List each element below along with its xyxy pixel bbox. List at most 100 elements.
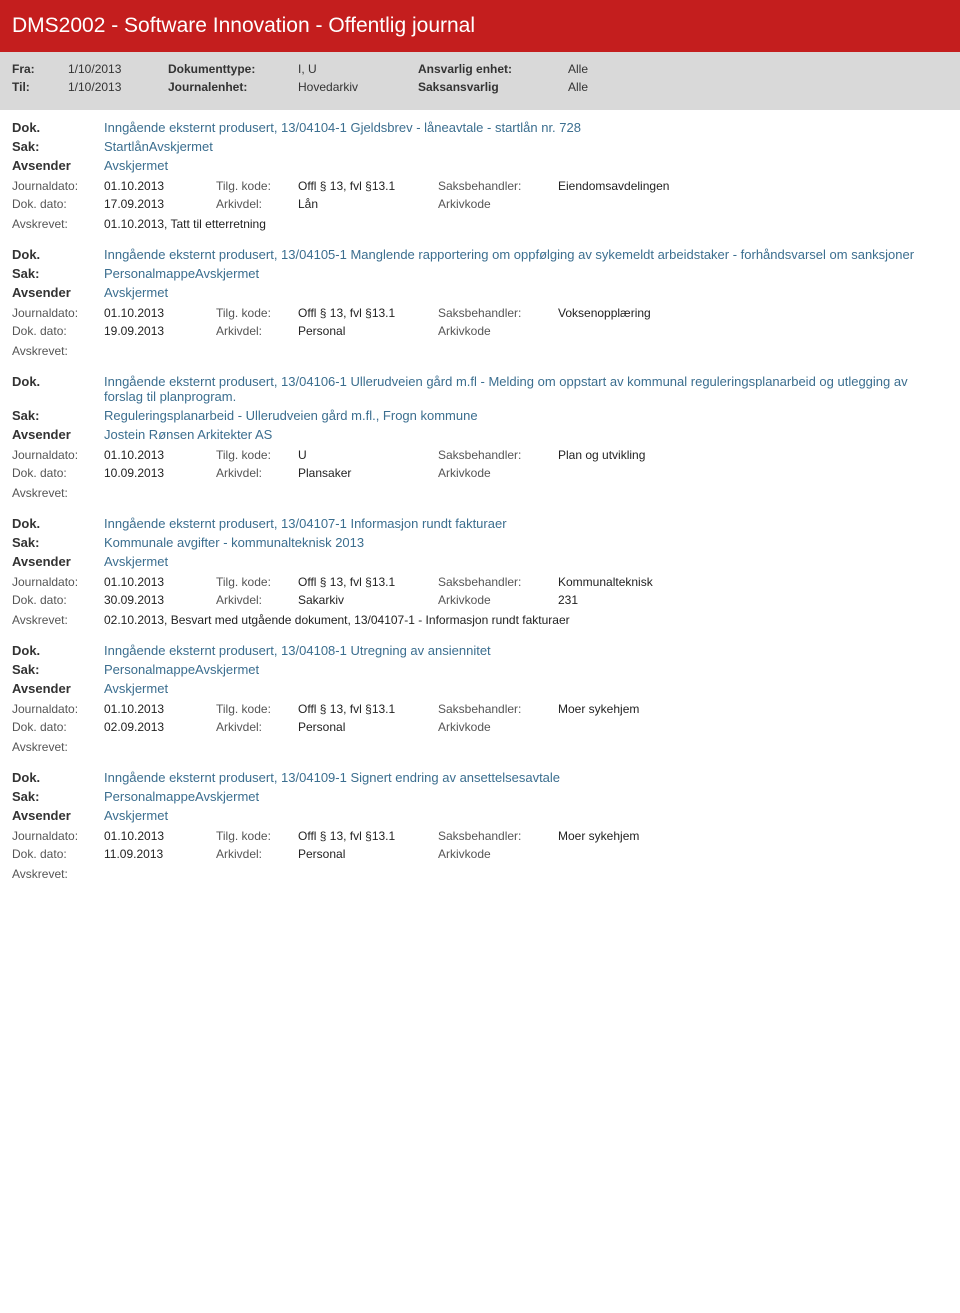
avsender-label: Avsender — [12, 285, 104, 300]
tilgkode-label: Tilg. kode: — [216, 702, 298, 716]
avskrevet-value: 01.10.2013, Tatt til etterretning — [104, 217, 948, 231]
filter-fra-value: 1/10/2013 — [68, 62, 168, 76]
dok-value: Inngående eksternt produsert, 13/04105-1… — [104, 247, 948, 262]
avskrevet-value — [104, 486, 948, 500]
filter-til-value: 1/10/2013 — [68, 80, 168, 94]
avsender-label: Avsender — [12, 427, 104, 442]
journaldato-label: Journaldato: — [12, 306, 104, 320]
journaldato-value: 01.10.2013 — [104, 448, 216, 462]
dok-value: Inngående eksternt produsert, 13/04108-1… — [104, 643, 948, 658]
arkivkode-value — [558, 197, 948, 211]
tilgkode-value: Offl § 13, fvl §13.1 — [298, 306, 438, 320]
dokdato-value: 19.09.2013 — [104, 324, 216, 338]
entries-list: Dok. Inngående eksternt produsert, 13/04… — [0, 110, 960, 887]
tilgkode-label: Tilg. kode: — [216, 448, 298, 462]
arkivkode-label: Arkivkode — [438, 847, 558, 861]
avsender-value: Avskjermet — [104, 158, 948, 173]
avsender-value: Avskjermet — [104, 554, 948, 569]
dok-label: Dok. — [12, 770, 104, 785]
saksbehandler-label: Saksbehandler: — [438, 179, 558, 193]
saksbehandler-value: Voksenopplæring — [558, 306, 948, 320]
journaldato-value: 01.10.2013 — [104, 575, 216, 589]
dok-value: Inngående eksternt produsert, 13/04104-1… — [104, 120, 948, 135]
dokdato-label: Dok. dato: — [12, 197, 104, 211]
journaldato-value: 01.10.2013 — [104, 306, 216, 320]
filter-row-1: Fra: 1/10/2013 Dokumenttype: I, U Ansvar… — [12, 62, 948, 76]
avskrevet-value — [104, 740, 948, 754]
dokdato-value: 30.09.2013 — [104, 593, 216, 607]
avskrevet-value — [104, 344, 948, 358]
avskrevet-value — [104, 867, 948, 881]
avskrevet-label: Avskrevet: — [12, 344, 104, 358]
arkivkode-value — [558, 466, 948, 480]
saksbehandler-value: Plan og utvikling — [558, 448, 948, 462]
sak-label: Sak: — [12, 266, 104, 281]
saksbehandler-value: Kommunalteknisk — [558, 575, 948, 589]
saksbehandler-label: Saksbehandler: — [438, 448, 558, 462]
filter-journalenhet-label: Journalenhet: — [168, 80, 298, 94]
filter-saksansvarlig-label: Saksansvarlig — [418, 80, 568, 94]
sak-value: Kommunale avgifter - kommunalteknisk 201… — [104, 535, 948, 550]
dok-label: Dok. — [12, 643, 104, 658]
arkivdel-label: Arkivdel: — [216, 847, 298, 861]
dokdato-value: 11.09.2013 — [104, 847, 216, 861]
filter-ansvarlig-label: Ansvarlig enhet: — [418, 62, 568, 76]
tilgkode-value: Offl § 13, fvl §13.1 — [298, 575, 438, 589]
filter-saksansvarlig-value: Alle — [568, 80, 588, 94]
filter-fra-label: Fra: — [12, 62, 68, 76]
arkivkode-value — [558, 847, 948, 861]
journal-entry: Dok. Inngående eksternt produsert, 13/04… — [0, 506, 960, 633]
avsender-label: Avsender — [12, 681, 104, 696]
saksbehandler-label: Saksbehandler: — [438, 306, 558, 320]
avskrevet-label: Avskrevet: — [12, 740, 104, 754]
arkivkode-value: 231 — [558, 593, 948, 607]
arkivdel-label: Arkivdel: — [216, 466, 298, 480]
filter-row-2: Til: 1/10/2013 Journalenhet: Hovedarkiv … — [12, 80, 948, 94]
tilgkode-value: Offl § 13, fvl §13.1 — [298, 702, 438, 716]
tilgkode-value: Offl § 13, fvl §13.1 — [298, 829, 438, 843]
arkivdel-value: Personal — [298, 847, 438, 861]
dok-value: Inngående eksternt produsert, 13/04109-1… — [104, 770, 948, 785]
journaldato-label: Journaldato: — [12, 829, 104, 843]
arkivkode-value — [558, 324, 948, 338]
sak-value: PersonalmappeAvskjermet — [104, 789, 948, 804]
filter-ansvarlig-value: Alle — [568, 62, 588, 76]
dokdato-label: Dok. dato: — [12, 847, 104, 861]
sak-label: Sak: — [12, 789, 104, 804]
saksbehandler-value: Eiendomsavdelingen — [558, 179, 948, 193]
tilgkode-label: Tilg. kode: — [216, 306, 298, 320]
journal-entry: Dok. Inngående eksternt produsert, 13/04… — [0, 110, 960, 237]
dok-label: Dok. — [12, 516, 104, 531]
avskrevet-label: Avskrevet: — [12, 867, 104, 881]
sak-value: PersonalmappeAvskjermet — [104, 266, 948, 281]
arkivkode-label: Arkivkode — [438, 466, 558, 480]
dok-value: Inngående eksternt produsert, 13/04106-1… — [104, 374, 948, 404]
saksbehandler-label: Saksbehandler: — [438, 575, 558, 589]
filter-bar: Fra: 1/10/2013 Dokumenttype: I, U Ansvar… — [0, 52, 960, 110]
arkivdel-value: Personal — [298, 720, 438, 734]
dokdato-value: 17.09.2013 — [104, 197, 216, 211]
dokdato-label: Dok. dato: — [12, 593, 104, 607]
dok-label: Dok. — [12, 120, 104, 135]
arkivdel-label: Arkivdel: — [216, 197, 298, 211]
journaldato-label: Journaldato: — [12, 702, 104, 716]
avsender-value: Jostein Rønsen Arkitekter AS — [104, 427, 948, 442]
sak-value: StartlånAvskjermet — [104, 139, 948, 154]
arkivkode-value — [558, 720, 948, 734]
dokdato-label: Dok. dato: — [12, 720, 104, 734]
avskrevet-value: 02.10.2013, Besvart med utgående dokumen… — [104, 613, 948, 627]
journaldato-value: 01.10.2013 — [104, 829, 216, 843]
tilgkode-label: Tilg. kode: — [216, 179, 298, 193]
arkivdel-value: Personal — [298, 324, 438, 338]
filter-doktype-value: I, U — [298, 62, 418, 76]
saksbehandler-label: Saksbehandler: — [438, 702, 558, 716]
sak-value: Reguleringsplanarbeid - Ullerudveien går… — [104, 408, 948, 423]
tilgkode-label: Tilg. kode: — [216, 575, 298, 589]
arkivdel-value: Lån — [298, 197, 438, 211]
avskrevet-label: Avskrevet: — [12, 613, 104, 627]
tilgkode-label: Tilg. kode: — [216, 829, 298, 843]
journal-entry: Dok. Inngående eksternt produsert, 13/04… — [0, 364, 960, 506]
avskrevet-label: Avskrevet: — [12, 217, 104, 231]
avsender-value: Avskjermet — [104, 285, 948, 300]
saksbehandler-value: Moer sykehjem — [558, 829, 948, 843]
